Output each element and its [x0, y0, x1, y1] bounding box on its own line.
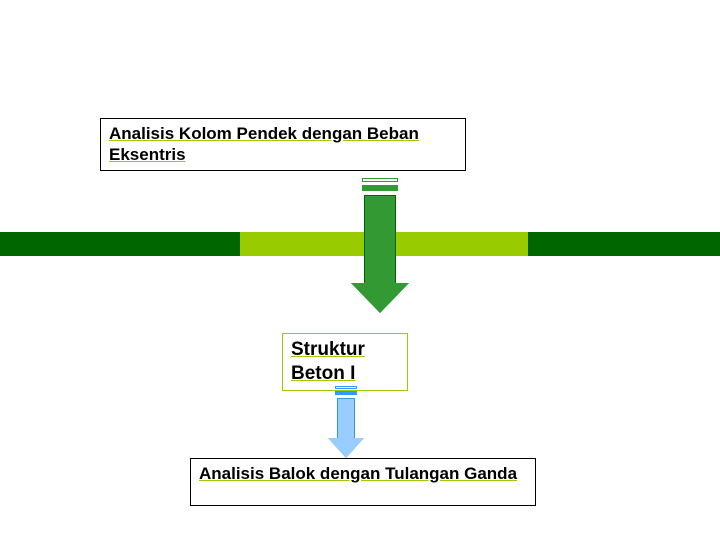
arrow-shaft: [337, 398, 355, 438]
square: [696, 232, 720, 256]
box-top: Analisis Kolom Pendek dengan Beban Eksen…: [100, 118, 466, 171]
square: [528, 232, 552, 256]
square: [432, 232, 456, 256]
square: [288, 232, 312, 256]
box-middle-text: Struktur Beton I: [291, 338, 399, 386]
box-bottom: Analisis Balok dengan Tulangan Ganda: [190, 458, 536, 506]
square: [0, 232, 24, 256]
square: [96, 232, 120, 256]
box-middle: Struktur Beton I: [282, 333, 408, 391]
arrow-head-icon: [328, 438, 364, 458]
arrow-down-green: [351, 178, 409, 313]
box-top-text: Analisis Kolom Pendek dengan Beban Eksen…: [109, 123, 457, 166]
square: [264, 232, 288, 256]
square: [216, 232, 240, 256]
square: [600, 232, 624, 256]
square: [648, 232, 672, 256]
square: [504, 232, 528, 256]
arrow-down-blue: [328, 386, 364, 458]
arrow-tail-bar: [335, 391, 357, 395]
square: [408, 232, 432, 256]
square: [552, 232, 576, 256]
square: [240, 232, 264, 256]
square: [312, 232, 336, 256]
square: [24, 232, 48, 256]
arrow-tail-bar: [362, 185, 398, 191]
arrow-tail-bar: [362, 178, 398, 182]
square: [72, 232, 96, 256]
square: [624, 232, 648, 256]
square: [672, 232, 696, 256]
square: [168, 232, 192, 256]
arrow-shaft: [364, 195, 396, 283]
arrow-tail-bar: [335, 386, 357, 389]
square: [144, 232, 168, 256]
square: [192, 232, 216, 256]
arrow-head-icon: [351, 283, 409, 313]
box-bottom-text: Analisis Balok dengan Tulangan Ganda: [199, 463, 527, 484]
square: [576, 232, 600, 256]
square: [48, 232, 72, 256]
square: [456, 232, 480, 256]
square: [480, 232, 504, 256]
square: [120, 232, 144, 256]
